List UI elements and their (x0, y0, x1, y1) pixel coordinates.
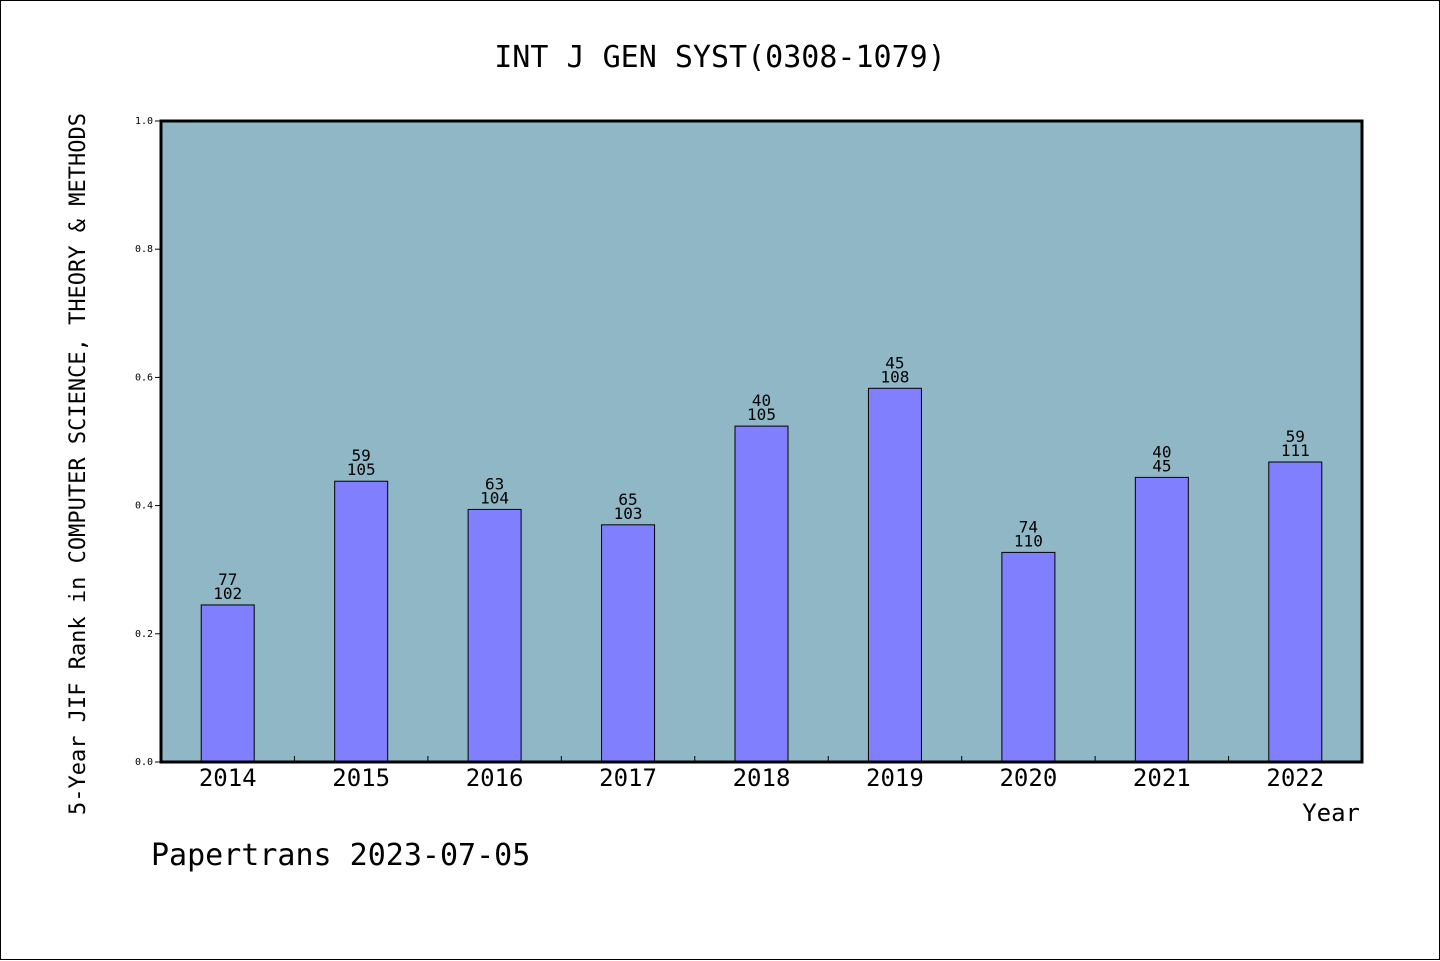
bar-total-label: 105 (747, 405, 776, 424)
bar-2021 (1134, 476, 1189, 763)
x-tick-label: 2020 (999, 764, 1057, 792)
y-tick-label: 0.0 (135, 757, 153, 768)
y-tick-label: 0.2 (135, 629, 153, 640)
bar-2017 (601, 524, 656, 763)
footer-text: Papertrans 2023-07-05 (151, 838, 530, 873)
y-axis-label: 5-Year JIF Rank in COMPUTER SCIENCE, THE… (66, 113, 91, 815)
bar-2016 (467, 508, 522, 763)
bar-2014 (200, 604, 255, 763)
x-tick-label: 2015 (332, 764, 390, 792)
x-tick-label: 2016 (466, 764, 524, 792)
x-axis: 2014 2015 2016 2017 2018 2019 2020 2021 2022 (199, 756, 1324, 792)
bar-rank-label: 45 (885, 353, 904, 372)
x-axis-label: Year (1302, 799, 1360, 827)
x-tick-label: 2017 (599, 764, 657, 792)
chart-title: INT J GEN SYST(0308-1079) (494, 40, 946, 75)
bar-2018 (734, 425, 789, 763)
bars-group (200, 387, 1323, 763)
bar-rank-label: 59 (352, 446, 371, 465)
bar-rank-label: 74 (1019, 517, 1038, 536)
bar-2020 (1001, 551, 1056, 763)
plot-border (159, 119, 1364, 764)
x-tick-label: 2019 (866, 764, 924, 792)
bar-2015 (334, 480, 389, 763)
bar-2022 (1268, 461, 1323, 763)
bar-rank-label: 77 (218, 570, 237, 589)
bar-rank-label: 40 (1152, 442, 1171, 461)
y-tick-label: 0.8 (135, 244, 153, 255)
y-tick-label: 0.4 (135, 501, 153, 512)
bar-2019 (867, 387, 922, 763)
x-tick-label: 2014 (199, 764, 257, 792)
y-tick-label: 1.0 (135, 116, 153, 127)
y-axis: 0.0 0.2 0.4 0.6 0.8 1.0 (135, 116, 161, 768)
y-tick-label: 0.6 (135, 372, 153, 383)
bar-total-label: 105 (347, 460, 376, 479)
bar-total-label: 108 (880, 367, 909, 386)
bar-total-label: 111 (1281, 441, 1310, 460)
x-tick-label: 2022 (1266, 764, 1324, 792)
bar-rank-label: 59 (1286, 427, 1305, 446)
x-tick-label: 2021 (1133, 764, 1191, 792)
bar-rank-label: 63 (485, 474, 504, 493)
bar-total-label: 110 (1014, 531, 1043, 550)
x-tick-label: 2018 (733, 764, 791, 792)
bar-total-label: 103 (614, 504, 643, 523)
bar-total-label: 45 (1152, 456, 1171, 475)
bar-total-label: 104 (480, 488, 509, 507)
bar-total-label: 102 (213, 584, 242, 603)
bar-rank-label: 40 (752, 391, 771, 410)
bar-rank-label: 65 (618, 490, 637, 509)
